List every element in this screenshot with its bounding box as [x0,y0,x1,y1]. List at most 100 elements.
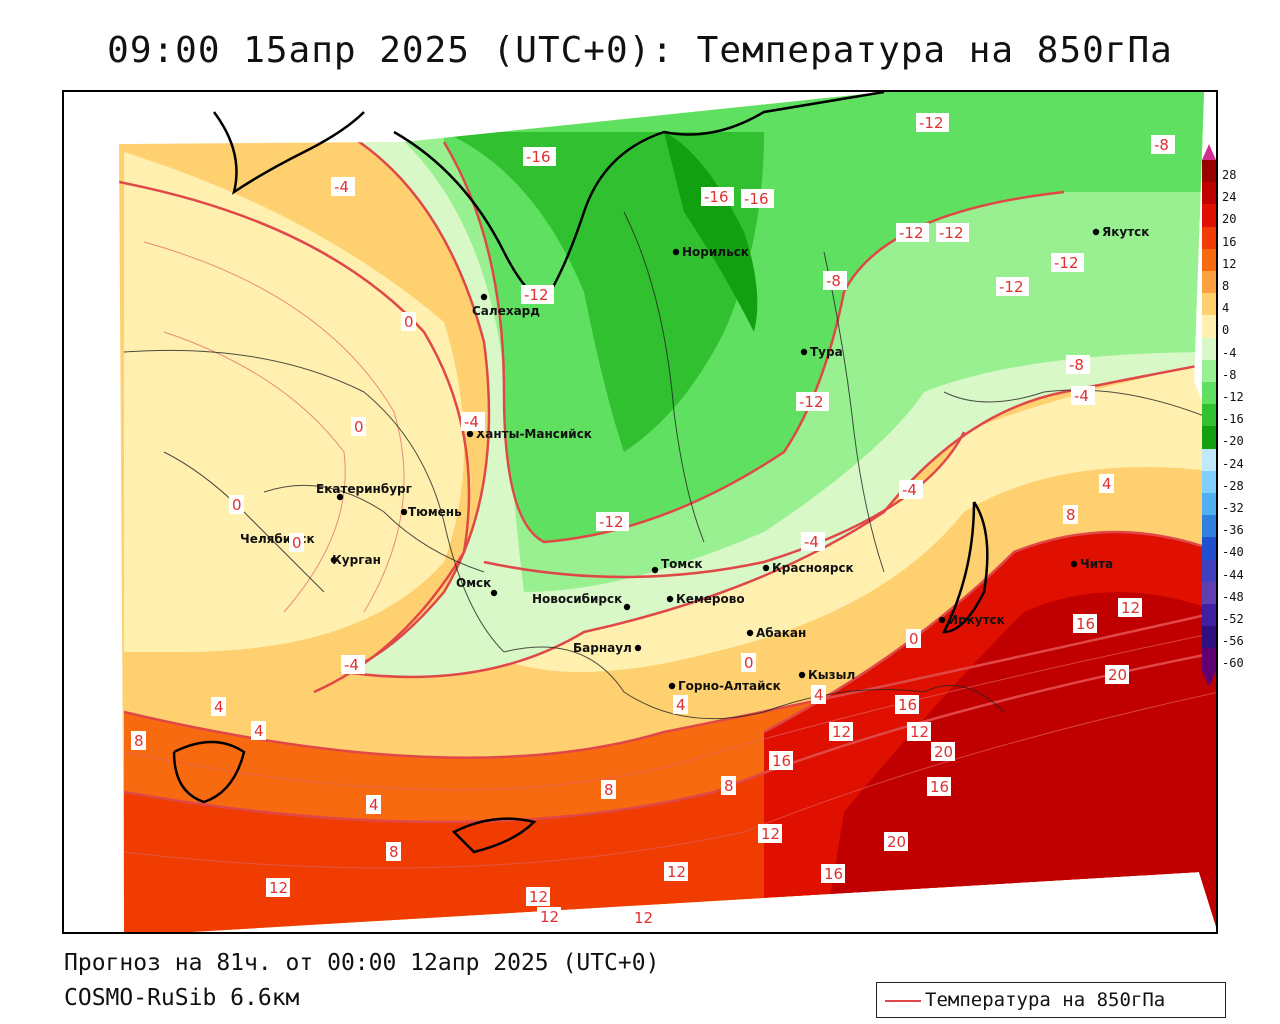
city-marker: Ханты-Мансийск [466,427,592,441]
colorbar-segment [1202,604,1216,628]
isotherm-label: 12 [1118,598,1142,617]
temperature-map [119,92,1216,932]
svg-text:12: 12 [1121,599,1140,617]
city-label: Горно-Алтайск [678,679,781,693]
isotherm-label: 8 [1063,505,1078,524]
isotherm-label: 12 [537,907,561,926]
city-dot [400,508,408,516]
colorbar-tick-label: 20 [1222,212,1237,227]
colorbar-bottom-arrow [1202,670,1216,687]
map-title: 09:00 15апр 2025 (UTC+0): Температура на… [107,30,1173,71]
isotherm-label: -4 [899,480,923,499]
colorbar-segment [1202,470,1216,494]
svg-text:8: 8 [1066,506,1076,524]
city-marker: Тура [800,345,843,359]
svg-text:16: 16 [1076,615,1095,633]
colorbar-tick-label: -16 [1222,412,1244,427]
colorbar-segment [1202,204,1216,228]
city-dot [666,595,674,603]
map-area[interactable]: Салехард Норильск Якутск Тура Ханты-Мансийск… [62,90,1218,934]
svg-text:-4: -4 [804,533,819,551]
isotherm-label: 4 [673,695,688,714]
temperature-field [119,92,1216,932]
city-label: Тура [810,345,843,359]
isotherm-label: -4 [801,532,825,551]
colorbar-segment [1202,626,1216,650]
colorbar-segment [1202,559,1216,583]
city-label: Кемерово [676,592,745,606]
city-dot [672,248,680,256]
colorbar-segment [1202,581,1216,605]
city-label: Омск [456,576,491,590]
isotherm-label: -8 [823,271,847,290]
isotherm-label: 16 [927,777,951,796]
svg-text:-4: -4 [334,178,349,196]
colorbar-tick-label: 16 [1222,234,1237,249]
svg-text:12: 12 [761,825,780,843]
svg-text:0: 0 [232,496,242,514]
isotherm-label: 12 [907,722,931,741]
isotherm-label: 16 [1073,614,1097,633]
svg-text:4: 4 [814,686,824,704]
svg-text:0: 0 [354,418,364,436]
isotherm-label: -8 [1066,355,1090,374]
svg-text:12: 12 [832,723,851,741]
colorbar-segment [1202,337,1216,361]
colorbar-segment [1202,448,1216,472]
city-dot [762,564,770,572]
city-marker: Норильск [672,245,749,259]
isotherm-label: 16 [769,751,793,770]
colorbar-segment [1202,648,1216,672]
colorbar-segment [1202,493,1216,517]
svg-text:-16: -16 [526,148,551,166]
isotherm-label: 4 [366,795,381,814]
svg-text:20: 20 [934,743,953,761]
svg-text:-4: -4 [344,656,359,674]
legend: Температура на 850гПа [876,982,1226,1018]
svg-text:-12: -12 [999,278,1024,296]
isotherm-label: -12 [896,223,929,242]
isotherm-label: -8 [1151,135,1175,154]
colorbar-tick-label: 8 [1222,279,1230,293]
svg-text:4: 4 [1102,475,1112,493]
isotherm-label: -12 [936,223,969,242]
city-dot [330,556,338,564]
colorbar-tick-label: -8 [1222,367,1237,382]
city-marker: Салехард [472,293,540,318]
svg-text:16: 16 [930,778,949,796]
svg-text:8: 8 [604,781,614,799]
isotherm-label: -4 [331,177,355,196]
city-marker: Абакан [746,626,806,640]
svg-text:-16: -16 [744,190,769,208]
city-marker: Екатеринбург [316,482,412,501]
isotherm-label: 0 [229,495,244,514]
city-label: Ханты-Мансийск [476,427,592,441]
svg-text:16: 16 [824,865,843,883]
isotherm-label: 0 [351,417,366,436]
colorbar-segment [1202,160,1216,184]
svg-text:-12: -12 [524,286,549,304]
city-dot [798,671,806,679]
isotherm-label: 16 [895,695,919,714]
isotherm-label: 8 [721,776,736,795]
colorbar-tick-label: 12 [1222,256,1237,271]
svg-text:4: 4 [676,696,686,714]
svg-text:-4: -4 [464,413,479,431]
city-label: Чита [1080,557,1113,571]
city-dot [623,603,631,611]
colorbar-segment [1202,426,1216,450]
isotherm-label: -16 [701,187,734,206]
svg-text:20: 20 [887,833,906,851]
colorbar-tick-label: 4 [1222,301,1230,316]
colorbar [1202,144,1216,690]
colorbar-segment [1202,248,1216,272]
city-dot [668,682,676,690]
colorbar-tick-label: -4 [1222,345,1237,360]
city-layer: Салехард Норильск Якутск Тура Ханты-Мансийск… [131,113,1175,927]
isotherm-label: 4 [811,685,826,704]
isotherm-label: 4 [1099,474,1114,493]
colorbar-segment [1202,315,1216,339]
svg-text:8: 8 [134,732,144,750]
isotherm-label: 0 [906,629,921,648]
city-marker: Красноярск [762,561,854,575]
